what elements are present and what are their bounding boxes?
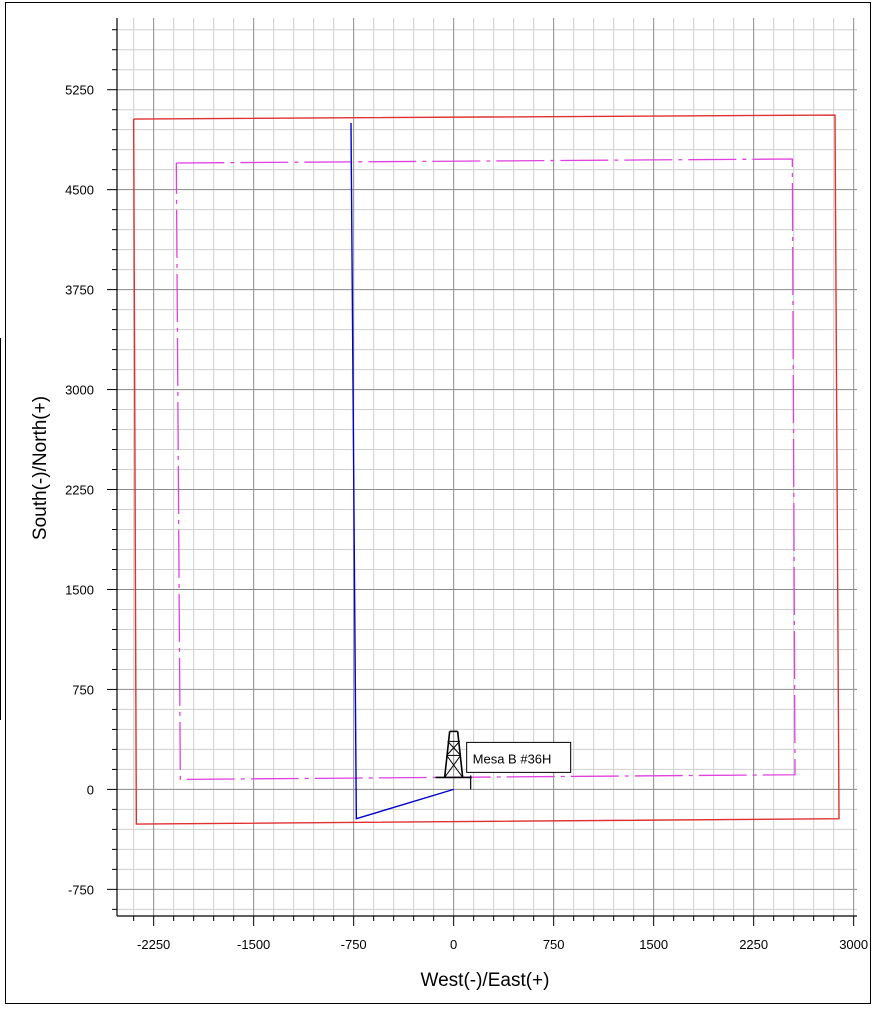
- y-tick-label: 1500: [65, 582, 94, 597]
- well-label: Mesa B #36H: [466, 741, 572, 773]
- y-tick-label: 3750: [65, 283, 94, 298]
- grid-major: [117, 18, 857, 916]
- grid-minor: [117, 18, 857, 916]
- y-tick-label: 750: [72, 682, 94, 697]
- x-tick-label: -1500: [237, 937, 270, 952]
- y-tick-label: -750: [68, 882, 94, 897]
- setback-boundary-line: [175, 158, 796, 781]
- tick-labels: -2250 -1500 -750 0 750 1500 2250 3000 -750 0 750 15…: [65, 83, 868, 952]
- well-marker: Mesa B #36H: [435, 730, 572, 790]
- well-label-text: Mesa B #36H: [473, 751, 552, 766]
- x-tick-label: 1500: [639, 937, 668, 952]
- plot-area-background: [117, 18, 857, 916]
- x-axis-title: West(-)/East(+): [421, 970, 550, 991]
- well-label-box: [466, 741, 572, 773]
- rig-icon: [435, 730, 472, 790]
- x-tick-label: 0: [450, 937, 457, 952]
- x-tick-label: 2250: [739, 937, 768, 952]
- chart-frame: [5, 2, 871, 1004]
- axes: [107, 18, 857, 926]
- left-edge-line: [0, 338, 1, 720]
- y-tick-label: 0: [87, 782, 94, 797]
- rig-cross-1: [447, 741, 462, 756]
- rig-cross-3: [446, 755, 464, 778]
- y-tick-label: 5250: [65, 83, 94, 98]
- lease-boundary-line: [132, 114, 840, 825]
- x-tick-label: 3000: [839, 937, 868, 952]
- rig-cross-4: [444, 755, 462, 778]
- y-axis-title: South(-)/North(+): [30, 396, 51, 540]
- wellpath-line: [350, 123, 454, 820]
- x-tick-label: -750: [341, 937, 367, 952]
- y-tick-label: 4500: [65, 183, 94, 198]
- rig-cross-2: [446, 741, 461, 756]
- y-tick-label: 2250: [65, 483, 94, 498]
- x-tick-label: -2250: [137, 937, 170, 952]
- series-layer: [132, 114, 840, 825]
- x-tick-label: 750: [543, 937, 565, 952]
- y-tick-label: 3000: [65, 383, 94, 398]
